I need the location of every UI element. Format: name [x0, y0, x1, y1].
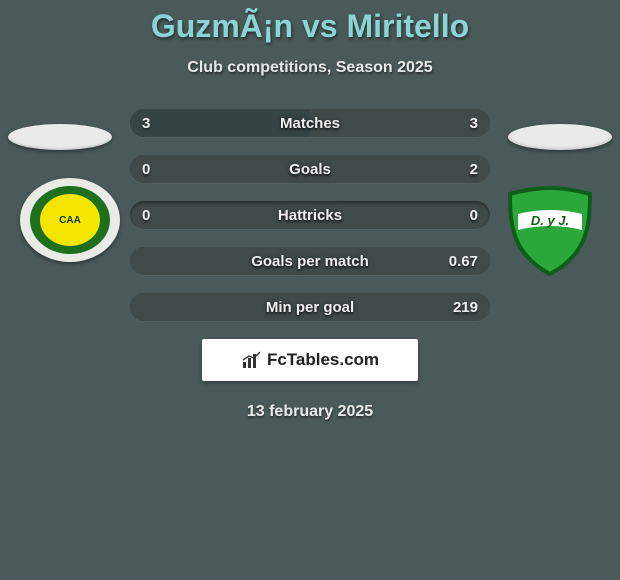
brand-box[interactable]: FcTables.com — [202, 339, 418, 381]
stat-value-left: 3 — [142, 115, 150, 132]
brand-text: FcTables.com — [267, 350, 379, 370]
page-subtitle: Club competitions, Season 2025 — [0, 59, 620, 77]
stat-value-right: 0 — [470, 207, 478, 224]
stats-list: 3 Matches 3 0 Goals 2 0 Hattricks 0 Goals per mat… — [0, 109, 620, 321]
page-title: GuzmÃ¡n vs Miritello — [0, 0, 620, 45]
stat-value-left: 0 — [142, 161, 150, 178]
stat-label: Matches — [280, 115, 340, 132]
stat-label: Goals per match — [251, 253, 369, 270]
stat-value-right: 219 — [453, 299, 478, 316]
stat-value-right: 0.67 — [449, 253, 478, 270]
bar-chart-icon — [241, 350, 263, 370]
stat-row: 0 Hattricks 0 — [130, 201, 490, 229]
stat-value-left: 0 — [142, 207, 150, 224]
stat-label: Min per goal — [266, 299, 354, 316]
stat-value-right: 2 — [470, 161, 478, 178]
comparison-card: GuzmÃ¡n vs Miritello Club competitions, … — [0, 0, 620, 580]
date-text: 13 february 2025 — [0, 403, 620, 421]
stat-row: Goals per match 0.67 — [130, 247, 490, 275]
stat-value-right: 3 — [470, 115, 478, 132]
stat-row: 3 Matches 3 — [130, 109, 490, 137]
stat-label: Hattricks — [278, 207, 342, 224]
stat-row: 0 Goals 2 — [130, 155, 490, 183]
stat-label: Goals — [289, 161, 331, 178]
stat-row: Min per goal 219 — [130, 293, 490, 321]
